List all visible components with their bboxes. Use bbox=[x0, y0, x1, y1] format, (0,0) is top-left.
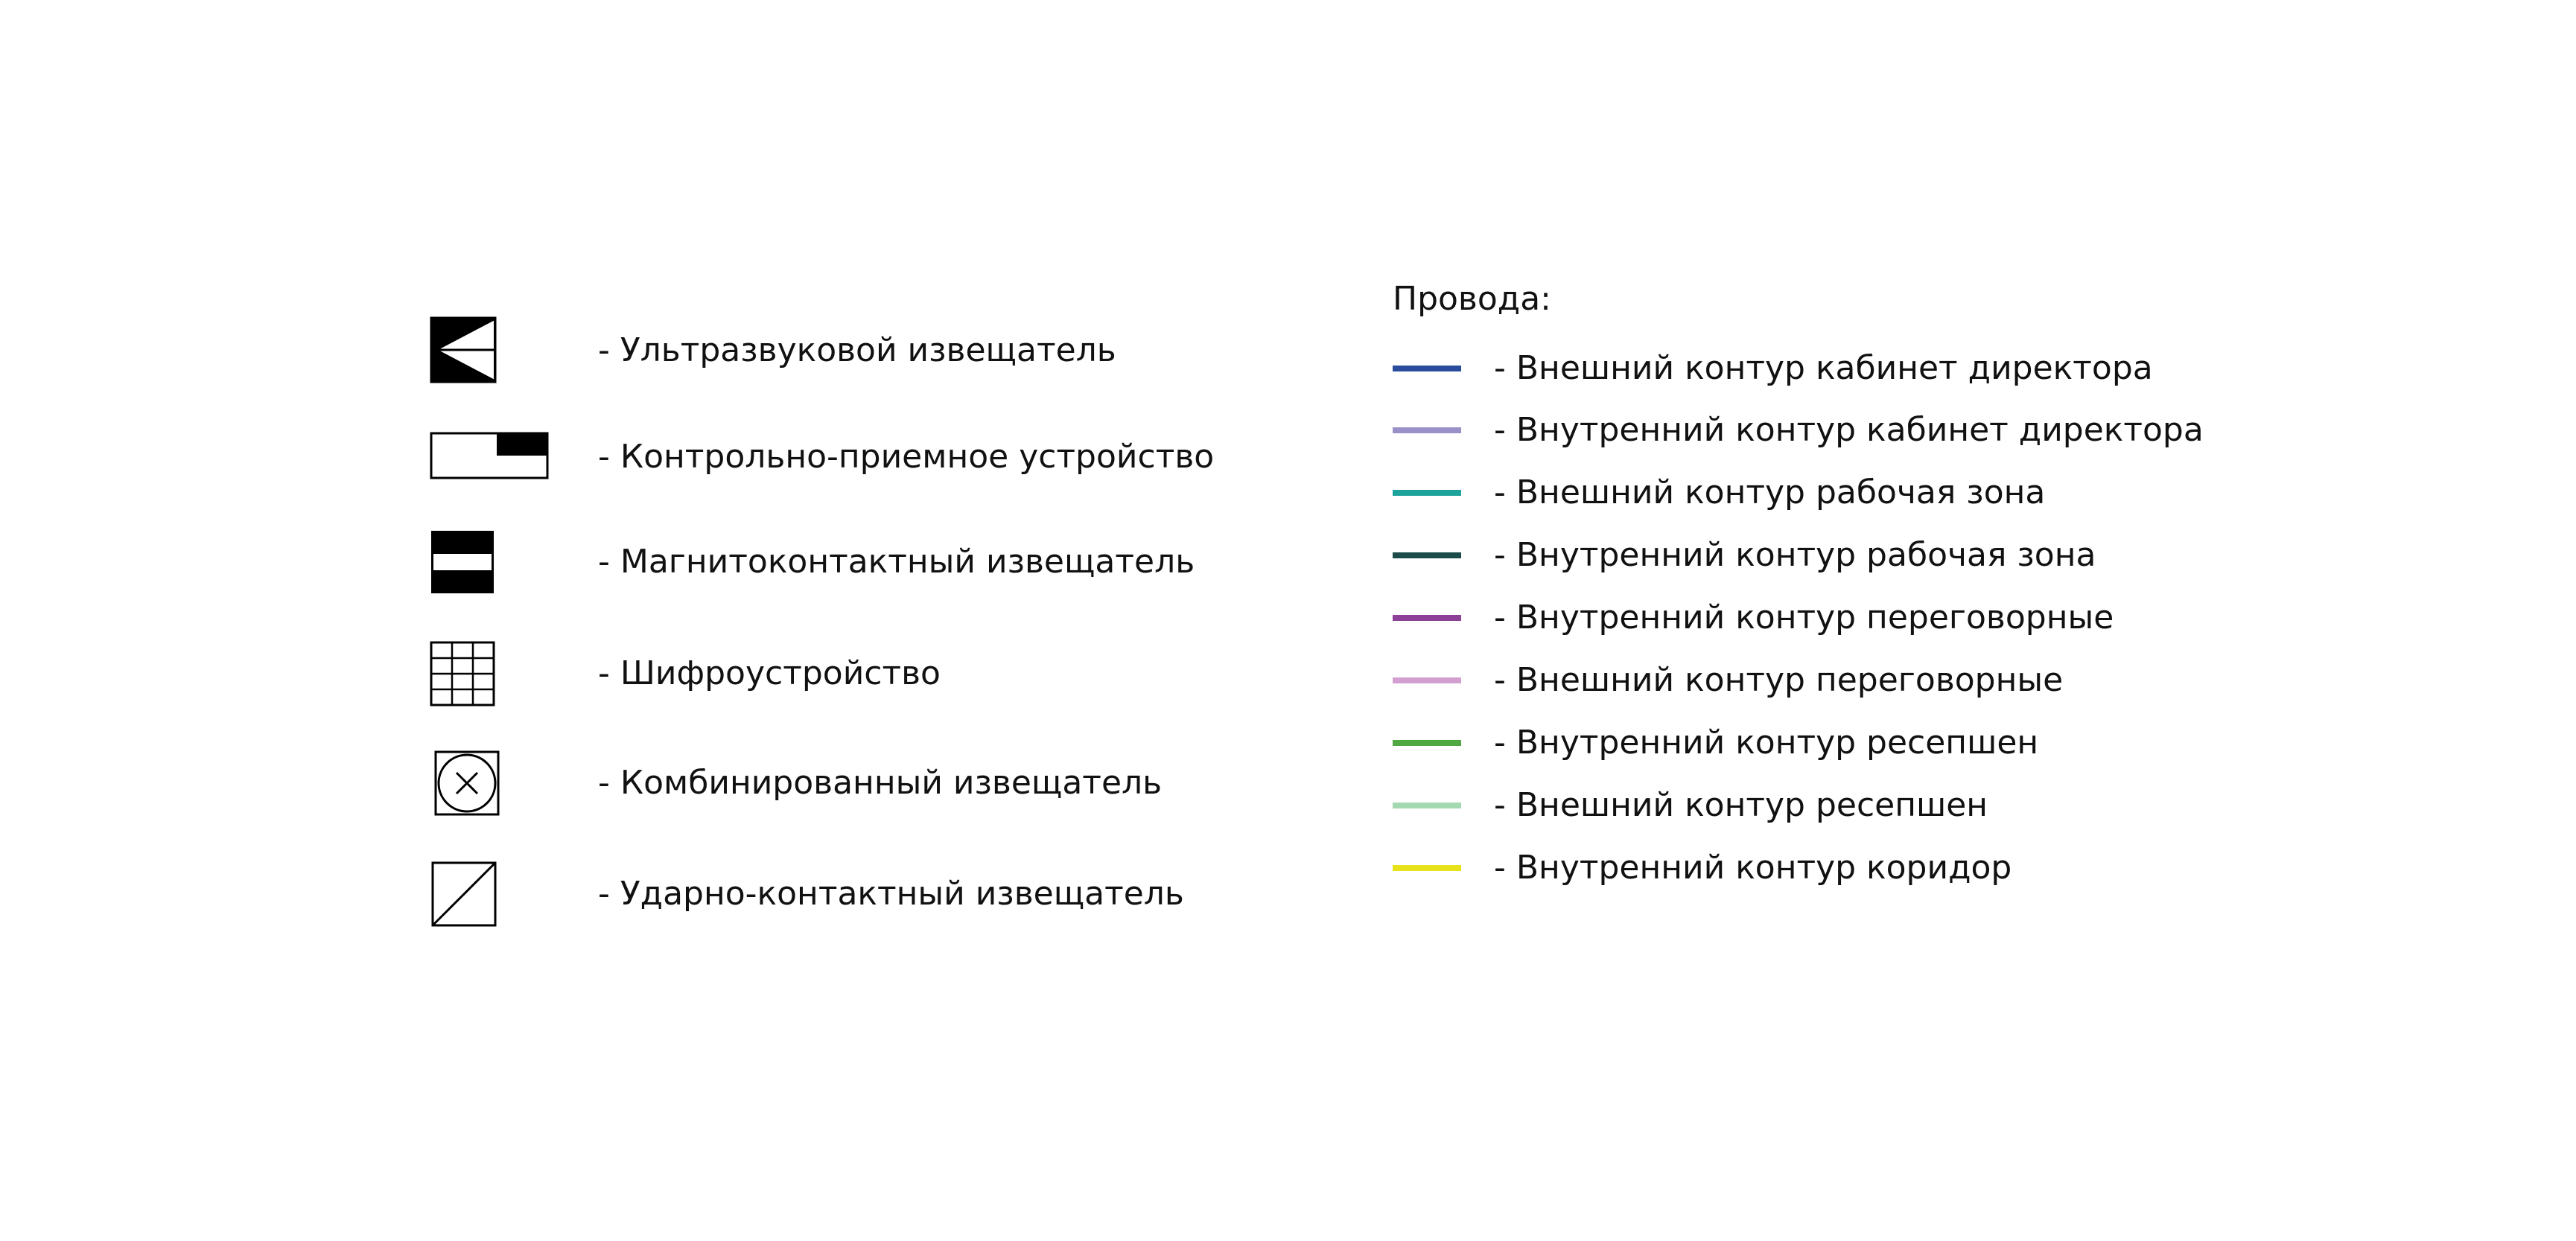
wire-label-meeting-outer: - Внешний контур переговорные bbox=[1494, 661, 2064, 699]
wire-label-workzone-inner: - Внутренний контур рабочая зона bbox=[1494, 536, 2096, 574]
symbol-label-control-panel: - Контрольно-приемное устройство bbox=[598, 438, 1215, 476]
wire-row-director-outer: - Внешний контур кабинет директора bbox=[1393, 346, 2435, 391]
wire-label-reception-outer: - Внешний контур ресепшен bbox=[1494, 786, 1988, 824]
symbol-row-magnetic: - Магнитоконтактный извещатель bbox=[430, 529, 1323, 604]
wire-swatch-corridor-inner bbox=[1393, 865, 1461, 871]
wire-row-meeting-inner: - Внутренний контур переговорные bbox=[1393, 596, 2435, 640]
symbol-label-shock: - Ударно-контактный извещатель bbox=[598, 875, 1184, 913]
wire-label-corridor-inner: - Внутренний контур коридор bbox=[1494, 849, 2012, 887]
control-panel-icon bbox=[430, 432, 549, 479]
symbol-label-combined: - Комбинированный извещатель bbox=[598, 764, 1163, 802]
symbol-row-combined: - Комбинированный извещатель bbox=[430, 750, 1323, 825]
wire-swatch-reception-inner bbox=[1393, 740, 1461, 746]
symbol-row-ultrasonic: - Ультразвуковой извещатель bbox=[430, 316, 1323, 391]
symbol-label-magnetic: - Магнитоконтактный извещатель bbox=[598, 543, 1195, 581]
symbol-label-ultrasonic: - Ультразвуковой извещатель bbox=[598, 331, 1116, 369]
symbol-row-keypad: - Шифроустройство bbox=[430, 641, 1323, 715]
wire-row-reception-outer: - Внешний контур ресепшен bbox=[1393, 783, 2435, 828]
wire-swatch-director-inner bbox=[1393, 427, 1461, 433]
wire-swatch-reception-outer bbox=[1393, 803, 1461, 808]
wire-swatch-meeting-inner bbox=[1393, 615, 1461, 621]
wire-label-director-outer: - Внешний контур кабинет директора bbox=[1494, 349, 2153, 387]
wire-swatch-workzone-outer bbox=[1393, 490, 1461, 496]
wire-row-reception-inner: - Внутренний контур ресепшен bbox=[1393, 721, 2435, 765]
wire-row-meeting-outer: - Внешний контур переговорные bbox=[1393, 658, 2435, 703]
wire-swatch-workzone-inner bbox=[1393, 552, 1461, 558]
ultrasonic-detector-icon bbox=[430, 316, 497, 383]
wire-row-corridor-inner: - Внутренний контур коридор bbox=[1393, 846, 2435, 890]
symbol-row-control-panel: - Контрольно-приемное устройство bbox=[430, 432, 1323, 506]
wire-row-director-inner: - Внутренний контур кабинет директора bbox=[1393, 408, 2435, 453]
wire-label-workzone-outer: - Внешний контур рабочая зона bbox=[1494, 473, 2046, 511]
wire-label-meeting-inner: - Внутренний контур переговорные bbox=[1494, 599, 2114, 637]
wire-label-director-inner: - Внутренний контур кабинет директора bbox=[1494, 411, 2204, 449]
wire-row-workzone-outer: - Внешний контур рабочая зона bbox=[1393, 470, 2435, 515]
magnetic-contact-icon bbox=[431, 531, 494, 593]
wire-label-reception-inner: - Внутренний контур ресепшен bbox=[1494, 724, 2039, 762]
symbols-legend: - Ультразвуковой извещатель - Контрольно… bbox=[430, 316, 1214, 927]
wire-row-workzone-inner: - Внутренний контур рабочая зона bbox=[1393, 533, 2435, 578]
keypad-icon bbox=[430, 641, 495, 706]
wire-swatch-director-outer bbox=[1393, 366, 1461, 371]
symbol-label-keypad: - Шифроустройство bbox=[598, 654, 941, 692]
symbol-row-shock: - Ударно-контактный извещатель bbox=[430, 861, 1323, 936]
combined-detector-icon bbox=[434, 750, 500, 816]
wire-swatch-meeting-outer bbox=[1393, 677, 1461, 683]
shock-contact-icon bbox=[431, 861, 497, 927]
wires-title: Провода: bbox=[1393, 280, 1551, 318]
